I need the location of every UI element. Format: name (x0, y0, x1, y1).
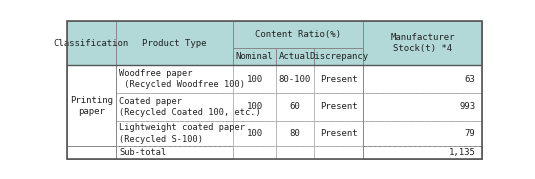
Text: Woodfree paper
 (Recycled Woodfree 100): Woodfree paper (Recycled Woodfree 100) (119, 69, 245, 89)
Text: 79: 79 (464, 129, 475, 138)
Text: Sub-total: Sub-total (119, 148, 166, 157)
Bar (116, 121, 233, 146)
Bar (314, 121, 363, 146)
Bar (233, 65, 276, 93)
Text: Present: Present (319, 75, 357, 84)
Text: 1,135: 1,135 (448, 148, 475, 157)
Text: Present: Present (319, 129, 357, 138)
Bar (116, 146, 233, 159)
Bar (314, 93, 363, 121)
Text: Discrepancy: Discrepancy (309, 52, 368, 61)
Text: 60: 60 (289, 102, 300, 112)
Bar (67, 21, 116, 65)
Text: 80-100: 80-100 (279, 75, 311, 84)
Bar (276, 146, 314, 159)
Bar (363, 146, 482, 159)
Text: 100: 100 (247, 102, 263, 112)
Bar (116, 65, 233, 93)
Bar (314, 65, 363, 93)
Bar (67, 146, 116, 159)
Text: Coated paper
(Recycled Coated 100, etc.): Coated paper (Recycled Coated 100, etc.) (119, 97, 261, 117)
Text: Present: Present (319, 102, 357, 112)
Text: 100: 100 (247, 129, 263, 138)
Text: Nominal: Nominal (236, 52, 273, 61)
Text: 993: 993 (459, 102, 475, 112)
Text: Actual: Actual (279, 52, 311, 61)
Text: Content Ratio(%): Content Ratio(%) (255, 30, 341, 39)
Bar (363, 93, 482, 121)
Text: Product Type: Product Type (142, 39, 207, 48)
Bar (276, 65, 314, 93)
Bar (233, 21, 363, 49)
Bar (363, 121, 482, 146)
Bar (314, 49, 363, 65)
Bar (233, 146, 276, 159)
Text: 80: 80 (289, 129, 300, 138)
Text: Classification: Classification (54, 39, 129, 48)
Bar (233, 121, 276, 146)
Text: Manufacturer
Stock(t) *4: Manufacturer Stock(t) *4 (390, 33, 455, 54)
Bar (67, 65, 116, 146)
Text: Lightweight coated paper
(Recycled S-100): Lightweight coated paper (Recycled S-100… (119, 124, 245, 144)
Text: Printing
paper: Printing paper (70, 96, 113, 116)
Bar (363, 65, 482, 93)
Bar (233, 93, 276, 121)
Bar (314, 146, 363, 159)
Bar (116, 93, 233, 121)
Bar (276, 49, 314, 65)
Bar (363, 21, 482, 65)
Text: 63: 63 (464, 75, 475, 84)
Bar (276, 121, 314, 146)
Bar (276, 93, 314, 121)
Text: 100: 100 (247, 75, 263, 84)
Bar (233, 49, 276, 65)
Bar (116, 21, 233, 65)
